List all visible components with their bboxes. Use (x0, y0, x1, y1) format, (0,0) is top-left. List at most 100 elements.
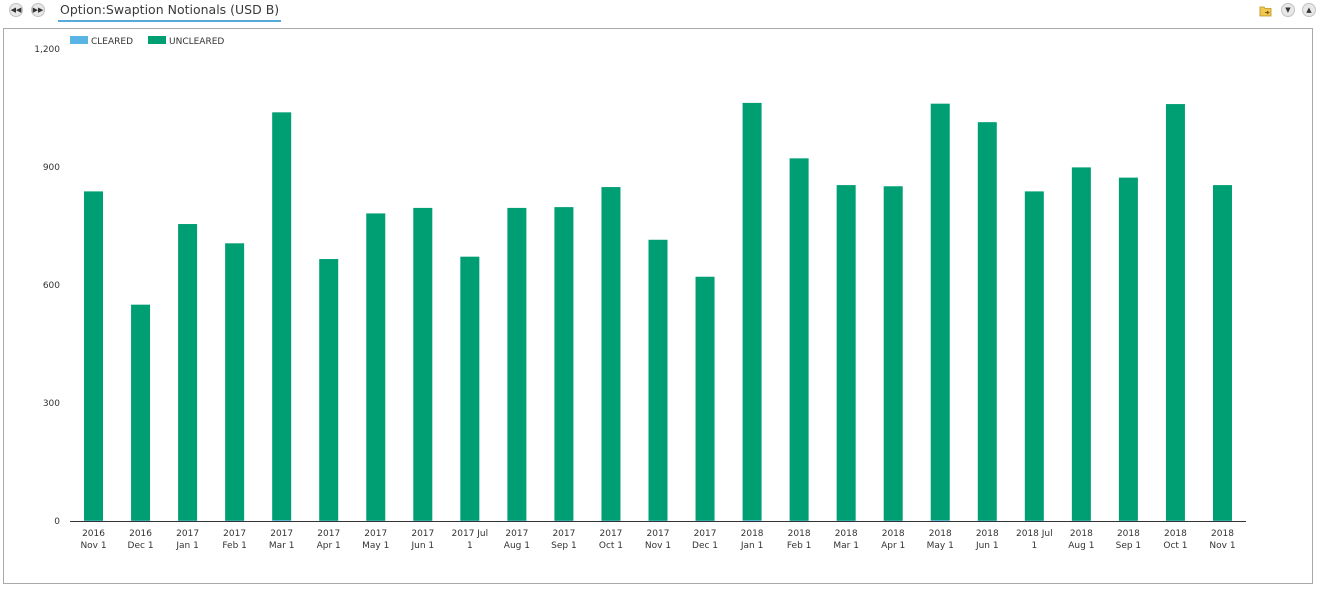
x-tick-label-line2: Apr 1 (317, 541, 341, 551)
x-tick-label-line1: 2018 (976, 529, 999, 539)
bar-uncleared (1212, 185, 1232, 521)
x-tick-label-line1: 2018 (835, 529, 858, 539)
x-tick-label-line2: Oct 1 (1163, 541, 1187, 551)
x-tick-label-line1: 2018 (1164, 529, 1187, 539)
x-tick-label-line2: Feb 1 (787, 541, 812, 551)
bar-uncleared (84, 191, 104, 521)
x-tick-label-line1: 2018 (1117, 529, 1140, 539)
x-tick-label-line2: Mar 1 (833, 541, 859, 551)
bar-uncleared (413, 207, 433, 521)
x-tick-label-line1: 2017 (364, 529, 387, 539)
folder-export-icon[interactable] (1259, 4, 1272, 17)
bar-uncleared (742, 102, 762, 521)
x-tick-label-line2: May 1 (927, 541, 954, 551)
x-tick-label-line1: 2017 (694, 529, 717, 539)
x-tick-label-line2: Nov 1 (1209, 541, 1235, 551)
x-tick-label-line1: 2017 (600, 529, 623, 539)
bar-uncleared (648, 239, 668, 521)
x-tick-label-line1: 2017 (176, 529, 199, 539)
x-tick-label-line2: 1 (467, 541, 473, 551)
y-tick-label: 1,200 (34, 45, 60, 55)
bar-cleared (272, 520, 292, 521)
bar-uncleared (883, 186, 903, 521)
x-tick-label-line2: Sep 1 (551, 541, 577, 551)
bar-cleared (930, 520, 950, 521)
x-tick-label-line2: Jan 1 (740, 541, 763, 551)
x-tick-label-line1: 2018 (741, 529, 764, 539)
top-bar: ◀◀ ▶▶ Option:Swaption Notionals (USD B) … (0, 0, 1321, 24)
x-tick-label-line2: May 1 (362, 541, 389, 551)
collapse-down-icon[interactable]: ▼ (1281, 3, 1295, 17)
x-tick-label-line1: 2018 (929, 529, 952, 539)
x-tick-label-line1: 2017 (317, 529, 340, 539)
bar-chart: CLEARED UNCLEARED 0 300 600 900 1,200 2016 No… (34, 36, 1246, 551)
bar-uncleared (319, 259, 339, 521)
x-tick-label-line2: Sep 1 (1116, 541, 1142, 551)
x-tick-label-line2: Feb 1 (222, 541, 247, 551)
legend-label-cleared[interactable]: CLEARED (91, 37, 133, 47)
x-tick-label-line2: Nov 1 (645, 541, 671, 551)
x-tick-label-line1: 2017 (647, 529, 670, 539)
bar-uncleared (131, 304, 151, 521)
bar-uncleared (1024, 191, 1044, 521)
x-tick-label-line1: 2018 (1211, 529, 1234, 539)
bar-uncleared (695, 276, 715, 521)
x-tick-label-line2: Dec 1 (128, 541, 154, 551)
bar-uncleared (554, 207, 574, 521)
bar-uncleared (789, 158, 809, 521)
bar-uncleared (225, 243, 245, 521)
expand-up-icon[interactable]: ▲ (1302, 3, 1316, 17)
bar-uncleared (178, 224, 198, 521)
chart-panel: CLEARED UNCLEARED 0 300 600 900 1,200 2016 No… (3, 28, 1313, 584)
bar-uncleared (836, 185, 856, 521)
x-tick-label-line2: Apr 1 (881, 541, 905, 551)
x-tick-label-line2: Aug 1 (1068, 541, 1094, 551)
bar-uncleared (1165, 104, 1185, 521)
y-tick-label: 300 (43, 399, 60, 409)
x-axis: 2016 Nov 1 2016 Dec 1 2017 Jan 1 2017 Feb 1 2017… (80, 529, 1235, 551)
bar-uncleared (1071, 167, 1091, 521)
x-tick-label-line1: 2018 (788, 529, 811, 539)
x-tick-label-line1: 2017 Jul (452, 529, 489, 539)
bar-uncleared (460, 256, 480, 521)
y-tick-label: 900 (43, 163, 60, 173)
x-tick-label-line2: Nov 1 (80, 541, 106, 551)
legend-label-uncleared[interactable]: UNCLEARED (169, 37, 224, 47)
x-tick-label-line2: Jun 1 (975, 541, 999, 551)
y-tick-label: 600 (43, 281, 60, 291)
fast-forward-icon[interactable]: ▶▶ (31, 3, 45, 17)
legend: CLEARED UNCLEARED (70, 36, 224, 47)
x-tick-label-line1: 2017 (505, 529, 528, 539)
legend-swatch-uncleared[interactable] (148, 36, 166, 44)
x-tick-label-line1: 2017 (411, 529, 434, 539)
bar-uncleared (601, 187, 621, 521)
bars (84, 102, 1232, 521)
bar-uncleared (977, 122, 997, 521)
bar-uncleared (507, 207, 527, 521)
x-tick-label-line1: 2017 (552, 529, 575, 539)
tab-swaption-notionals[interactable]: Option:Swaption Notionals (USD B) (58, 0, 282, 22)
y-tick-label: 0 (54, 517, 60, 527)
x-tick-label-line1: 2018 Jul (1016, 529, 1053, 539)
x-tick-label-line1: 2016 (82, 529, 105, 539)
rewind-icon[interactable]: ◀◀ (9, 3, 23, 17)
x-tick-label-line2: Dec 1 (692, 541, 718, 551)
bar-uncleared (272, 112, 292, 521)
x-tick-label-line2: 1 (1031, 541, 1037, 551)
bar-uncleared (366, 213, 386, 521)
x-tick-label-line2: Jan 1 (175, 541, 198, 551)
x-tick-label-line2: Jun 1 (410, 541, 434, 551)
x-tick-label-line1: 2018 (882, 529, 905, 539)
x-tick-label-line2: Mar 1 (269, 541, 295, 551)
x-tick-label-line2: Aug 1 (504, 541, 530, 551)
bar-uncleared (930, 103, 950, 521)
x-tick-label-line1: 2018 (1070, 529, 1093, 539)
bar-cleared (742, 520, 762, 521)
x-tick-label-line1: 2016 (129, 529, 152, 539)
legend-swatch-cleared[interactable] (70, 36, 88, 44)
y-axis: 0 300 600 900 1,200 (34, 45, 60, 527)
bar-uncleared (1118, 177, 1138, 521)
x-tick-label-line2: Oct 1 (599, 541, 623, 551)
x-tick-label-line1: 2017 (223, 529, 246, 539)
x-tick-label-line1: 2017 (270, 529, 293, 539)
